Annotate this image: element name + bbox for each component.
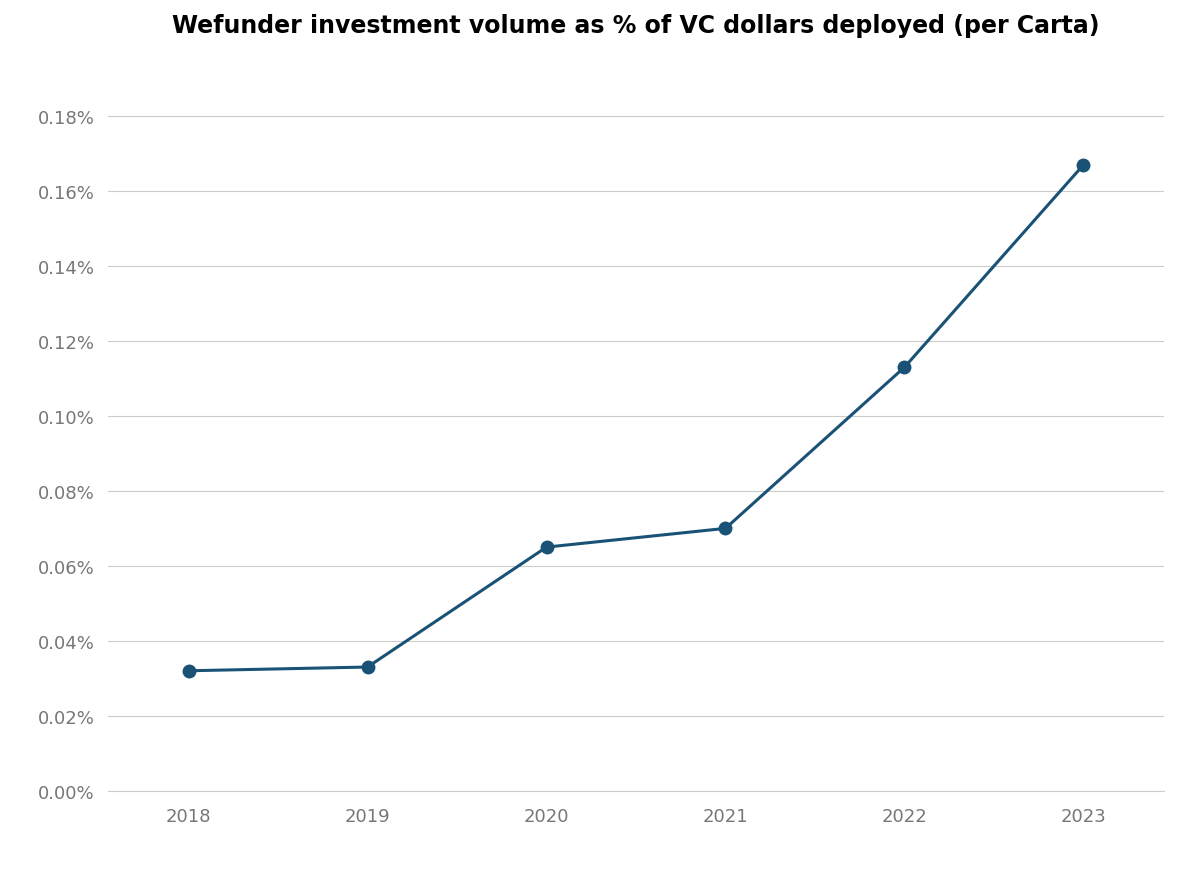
- Title: Wefunder investment volume as % of VC dollars deployed (per Carta): Wefunder investment volume as % of VC do…: [173, 14, 1099, 38]
